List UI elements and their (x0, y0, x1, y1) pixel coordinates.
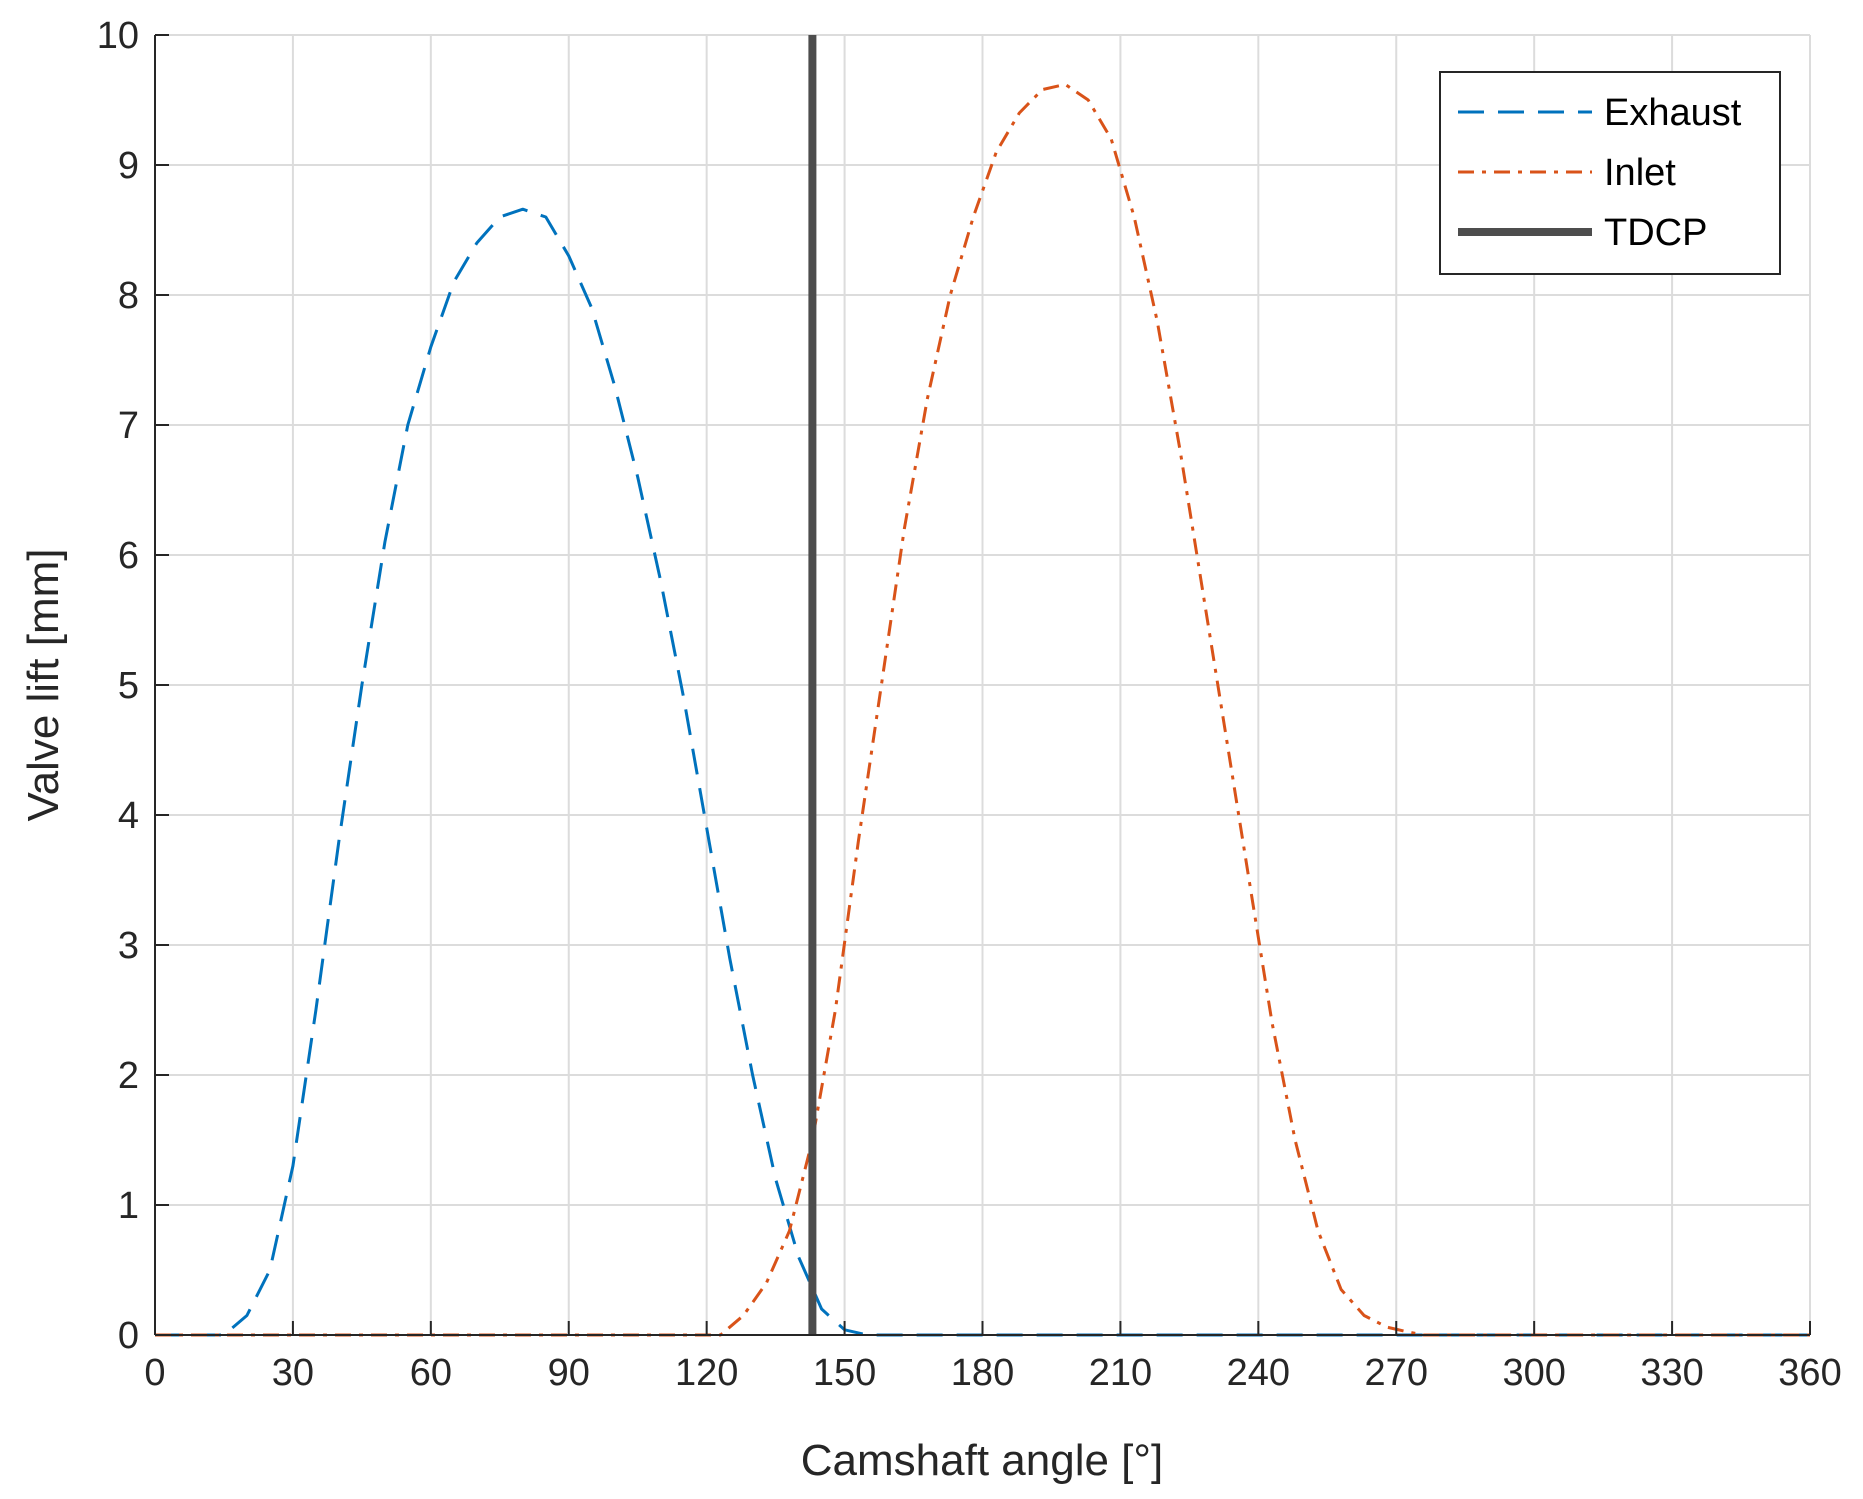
x-tick-label: 330 (1640, 1352, 1703, 1394)
legend-label-tdcp: TDCP (1604, 212, 1707, 254)
y-tick-label: 10 (97, 15, 139, 57)
x-tick-label: 360 (1778, 1352, 1841, 1394)
legend-label-inlet: Inlet (1604, 152, 1676, 194)
y-tick-label: 6 (118, 535, 139, 577)
x-tick-label: 90 (548, 1352, 590, 1394)
y-tick-label: 9 (118, 145, 139, 187)
x-tick-label: 30 (272, 1352, 314, 1394)
legend-label-exhaust: Exhaust (1604, 92, 1742, 134)
x-tick-label: 210 (1089, 1352, 1152, 1394)
y-tick-label: 3 (118, 925, 139, 967)
y-tick-label: 7 (118, 405, 139, 447)
x-tick-label: 120 (675, 1352, 738, 1394)
x-tick-label: 240 (1227, 1352, 1290, 1394)
y-tick-label: 0 (118, 1315, 139, 1357)
x-tick-label: 150 (813, 1352, 876, 1394)
y-axis-title: Valve lift [mm] (19, 548, 68, 821)
y-tick-label: 1 (118, 1185, 139, 1227)
y-tick-label: 5 (118, 665, 139, 707)
y-tick-label: 2 (118, 1055, 139, 1097)
tick-labels: 0 30 60 90 120 150 180 210 240 270 300 330 360 0 1 2 3 4 5… (97, 15, 1842, 1394)
series-inlet-line (155, 82, 1810, 1337)
x-tick-label: 300 (1502, 1352, 1565, 1394)
axes (154, 34, 1811, 1336)
legend: Exhaust Inlet TDCP (1439, 71, 1781, 275)
x-tick-label: 0 (144, 1352, 165, 1394)
x-axis-title: Camshaft angle [°] (801, 1436, 1163, 1485)
y-tick-label: 4 (118, 795, 139, 837)
x-tick-label: 270 (1365, 1352, 1428, 1394)
y-tick-label: 8 (118, 275, 139, 317)
x-tick-label: 60 (410, 1352, 452, 1394)
x-tick-label: 180 (951, 1352, 1014, 1394)
